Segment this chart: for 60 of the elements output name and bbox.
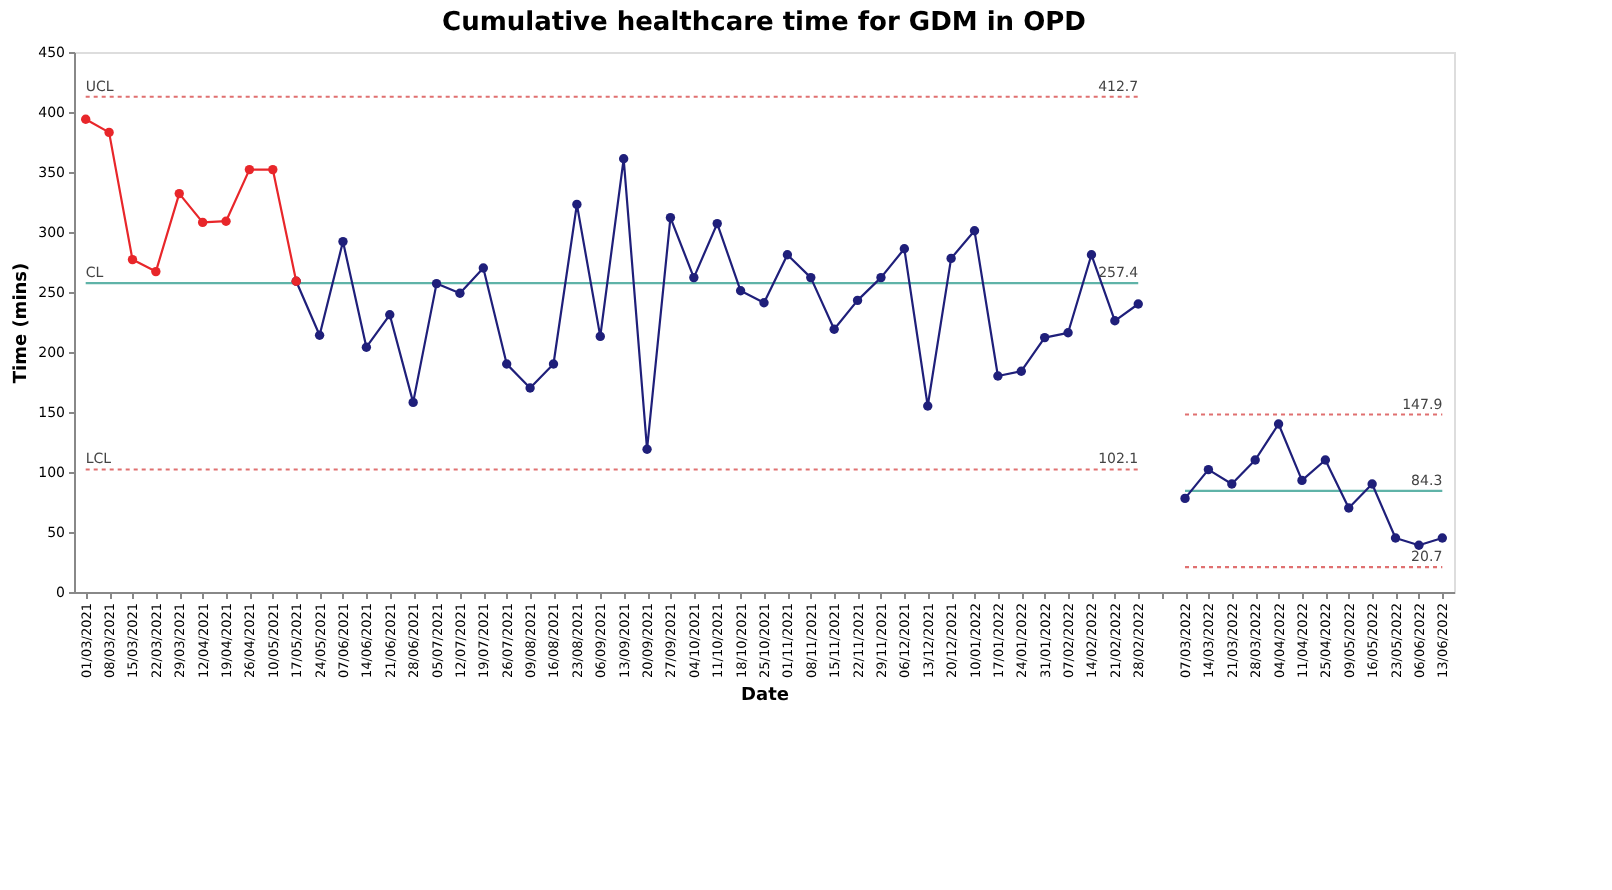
point	[1180, 493, 1190, 504]
point	[1273, 419, 1284, 429]
point	[174, 188, 184, 199]
point	[1203, 464, 1214, 475]
point	[385, 310, 395, 320]
point	[712, 218, 722, 229]
point	[806, 272, 816, 283]
point	[104, 127, 114, 138]
chart-title: Cumulative healthcare time for GDM in OPD	[442, 8, 1087, 38]
point	[595, 331, 605, 342]
point	[408, 397, 418, 408]
point	[361, 342, 372, 352]
point	[642, 444, 652, 454]
point	[1063, 328, 1073, 338]
point	[1297, 475, 1307, 486]
x-axis-title: Date	[741, 685, 789, 706]
point	[735, 286, 746, 296]
point	[969, 226, 980, 236]
point	[876, 272, 886, 283]
point	[244, 164, 255, 175]
point	[899, 244, 910, 254]
point	[782, 250, 793, 260]
point	[759, 298, 769, 308]
point	[338, 236, 348, 247]
point	[946, 253, 956, 264]
point	[829, 324, 839, 334]
point	[1110, 316, 1120, 326]
point	[314, 330, 325, 340]
point	[1039, 332, 1050, 343]
point	[852, 295, 863, 306]
point	[1250, 455, 1260, 465]
point	[81, 114, 91, 124]
point	[431, 278, 442, 289]
point	[268, 164, 278, 175]
point	[1133, 299, 1143, 309]
point	[197, 217, 208, 228]
point	[1227, 479, 1237, 489]
point	[1086, 250, 1097, 260]
point	[1367, 479, 1377, 489]
point	[1016, 366, 1026, 376]
point	[665, 212, 676, 223]
point	[993, 371, 1003, 381]
point	[1320, 455, 1331, 465]
point	[1437, 533, 1447, 543]
point	[1344, 503, 1354, 513]
point	[1414, 540, 1424, 550]
y-axis-title: Time (mins)	[12, 262, 33, 384]
point	[221, 216, 231, 226]
point	[127, 254, 138, 265]
point	[478, 263, 489, 273]
point	[572, 199, 582, 210]
point	[618, 154, 629, 164]
point	[1390, 533, 1401, 543]
point	[151, 266, 161, 277]
point	[548, 359, 559, 369]
point	[689, 272, 699, 283]
point	[525, 383, 535, 393]
point	[923, 401, 933, 411]
point	[502, 359, 512, 369]
point	[455, 288, 465, 298]
